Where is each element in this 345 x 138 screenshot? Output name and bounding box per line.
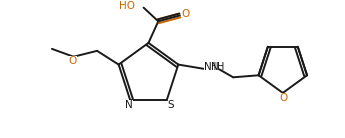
Text: HO: HO — [119, 1, 135, 11]
Text: O: O — [280, 93, 288, 103]
Text: N: N — [211, 62, 218, 71]
Text: S: S — [168, 99, 174, 110]
Text: O: O — [181, 10, 190, 19]
Text: N: N — [125, 99, 133, 110]
Text: N: N — [204, 62, 211, 71]
Text: O: O — [68, 56, 77, 66]
Text: H: H — [209, 62, 216, 71]
Text: H: H — [217, 62, 224, 71]
